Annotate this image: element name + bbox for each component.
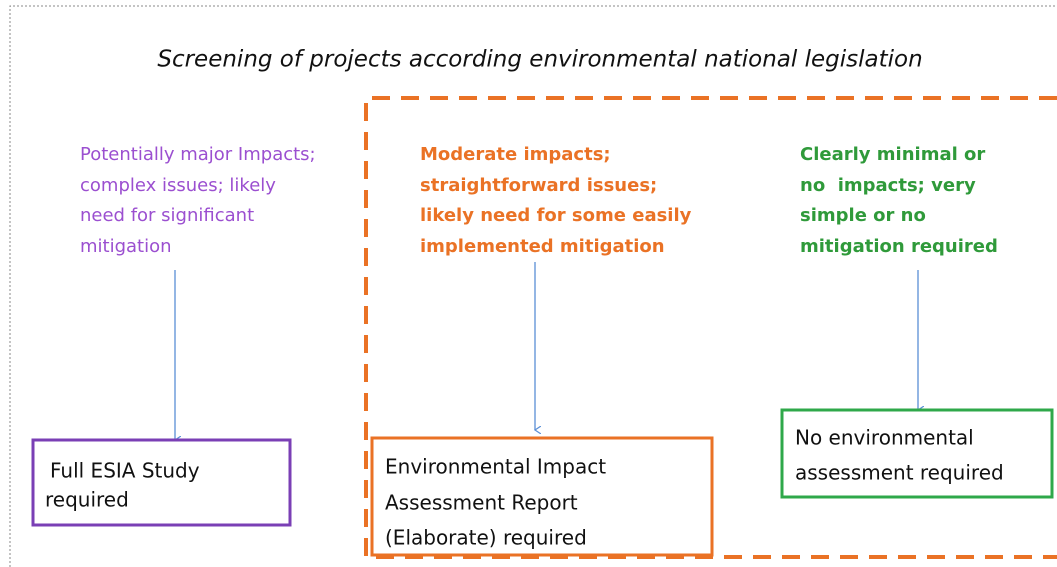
outer-border [9, 5, 1057, 567]
outcome-line: assessment required [795, 461, 1004, 485]
outcome-line: required [45, 488, 129, 512]
description-line: implemented mitigation [420, 236, 665, 257]
description-line: mitigation [80, 236, 172, 257]
column-moderate: Moderate impacts; straightforward issues… [370, 144, 714, 557]
outcome-line: Environmental Impact [385, 455, 606, 479]
column-minimal: Clearly minimal or no impacts; very simp… [780, 144, 1054, 499]
description-line: complex issues; likely [80, 175, 276, 196]
outcome-box [780, 408, 1054, 499]
description-line: Potentially major Impacts; [80, 144, 316, 165]
description-line: Moderate impacts; [420, 144, 611, 165]
title: Screening of projects according environm… [157, 47, 922, 73]
outcome-box [370, 436, 714, 557]
outcome-line: Full ESIA Study [50, 459, 200, 483]
description-line: likely need for some easily [420, 205, 692, 226]
dashed-region [364, 96, 1057, 559]
outcome-line: Assessment Report [385, 491, 578, 515]
outcome-line: (Elaborate) required [385, 526, 587, 550]
column-major: Potentially major Impacts; complex issue… [31, 144, 316, 527]
description-line: no impacts; very [800, 175, 976, 196]
description-line: simple or no [800, 205, 926, 226]
outcome-line: No environmental [795, 426, 974, 450]
outcome-box [31, 438, 292, 527]
description-line: mitigation required [800, 236, 998, 257]
description-line: Clearly minimal or [800, 144, 985, 165]
description-line: need for significant [80, 205, 254, 226]
description-line: straightforward issues; [420, 175, 657, 196]
